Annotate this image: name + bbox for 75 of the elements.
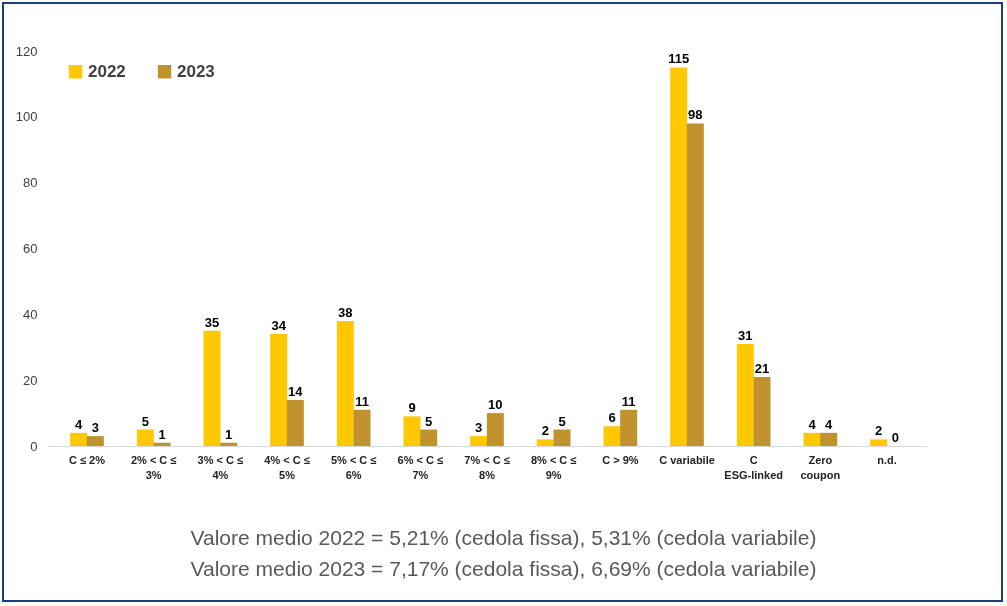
- data-label: 0: [891, 430, 899, 445]
- data-label: 5: [141, 413, 149, 429]
- x-tick-label: 5% < C ≤ 6%: [330, 453, 377, 481]
- data-label: 35: [204, 314, 220, 330]
- y-tick-label: 0: [30, 438, 38, 454]
- data-label: 11: [355, 393, 369, 409]
- bar: [286, 399, 304, 446]
- bar: [420, 429, 438, 446]
- data-label: 5: [558, 413, 566, 429]
- data-label: 31: [738, 327, 753, 343]
- bar: [486, 413, 504, 446]
- x-tick-label: 2% < C ≤ 3%: [130, 453, 177, 481]
- bar: [803, 432, 821, 446]
- data-label: 2: [875, 423, 883, 439]
- x-tick-label: 6% < C ≤ 7%: [397, 453, 444, 481]
- text: Valore medio 2023 = 7,17% (cedola fissa), 6,69% (cedola variabile): [189, 556, 818, 582]
- data-label: 9: [408, 400, 416, 416]
- data-label: 3: [91, 420, 99, 436]
- x-tick-label: 3% < C ≤ 4%: [197, 453, 244, 481]
- x-tick-label: 4% < C ≤ 5%: [264, 453, 310, 481]
- data-label: 6: [608, 410, 616, 426]
- data-label: 115: [668, 51, 690, 67]
- y-tick-label: 100: [15, 109, 38, 125]
- bar: [203, 330, 221, 446]
- data-label: 4: [75, 416, 84, 432]
- bar: [220, 442, 238, 446]
- data-label: 21: [754, 360, 770, 376]
- x-tick-label: C ≤ 2%: [69, 453, 106, 466]
- bar: [353, 409, 371, 446]
- data-label: 1: [158, 426, 166, 442]
- bar: [820, 432, 838, 446]
- bar: [470, 436, 488, 446]
- y-tick-label: 80: [23, 175, 38, 191]
- data-label: 98: [688, 107, 703, 123]
- x-tick-label: Zero coupon: [800, 453, 841, 481]
- bar: [536, 439, 554, 446]
- bar: [403, 416, 421, 446]
- bar: [270, 334, 288, 446]
- x-tick-label: 7% < C ≤ 8%: [464, 453, 510, 481]
- y-tick-label: 60: [23, 241, 38, 256]
- data-label: 3: [475, 420, 483, 436]
- text: Valore medio 2022 = 5,21% (cedola fissa), 5,31% (cedola variabile): [189, 525, 818, 551]
- y-tick-label: 120: [15, 43, 38, 59]
- bar: [870, 439, 888, 446]
- bar: [736, 343, 754, 446]
- x-tick-label: n.d.: [877, 453, 897, 466]
- bar: [153, 442, 171, 446]
- legend-label: 2022: [88, 61, 126, 81]
- data-label: 11: [621, 393, 636, 409]
- bar: [553, 429, 571, 446]
- data-label: 14: [288, 383, 304, 399]
- data-label: 5: [425, 413, 433, 429]
- data-label: 10: [488, 397, 503, 413]
- bar: [686, 123, 704, 446]
- y-tick-label: 40: [23, 306, 38, 322]
- data-label: 34: [271, 318, 287, 334]
- bar: [753, 376, 771, 446]
- data-label: 4: [825, 416, 834, 432]
- bar: [136, 429, 154, 446]
- bar: [603, 426, 621, 446]
- bar: [86, 436, 104, 446]
- data-label: 1: [225, 426, 233, 442]
- x-tick-label: 8% < C ≤ 9%: [530, 453, 577, 481]
- x-tick-label: C variabile: [659, 453, 715, 466]
- x-tick-label: C > 9%: [602, 453, 639, 466]
- x-tick-label: C ESG-linked: [724, 453, 784, 481]
- bar: [670, 67, 688, 446]
- data-label: 2: [541, 423, 549, 439]
- data-label: 38: [338, 304, 353, 320]
- y-tick-label: 20: [23, 372, 38, 388]
- bar: [70, 432, 88, 446]
- data-label: 4: [808, 416, 817, 432]
- legend-label: 2023: [177, 61, 215, 81]
- bar: [620, 409, 638, 446]
- bar: [336, 320, 354, 446]
